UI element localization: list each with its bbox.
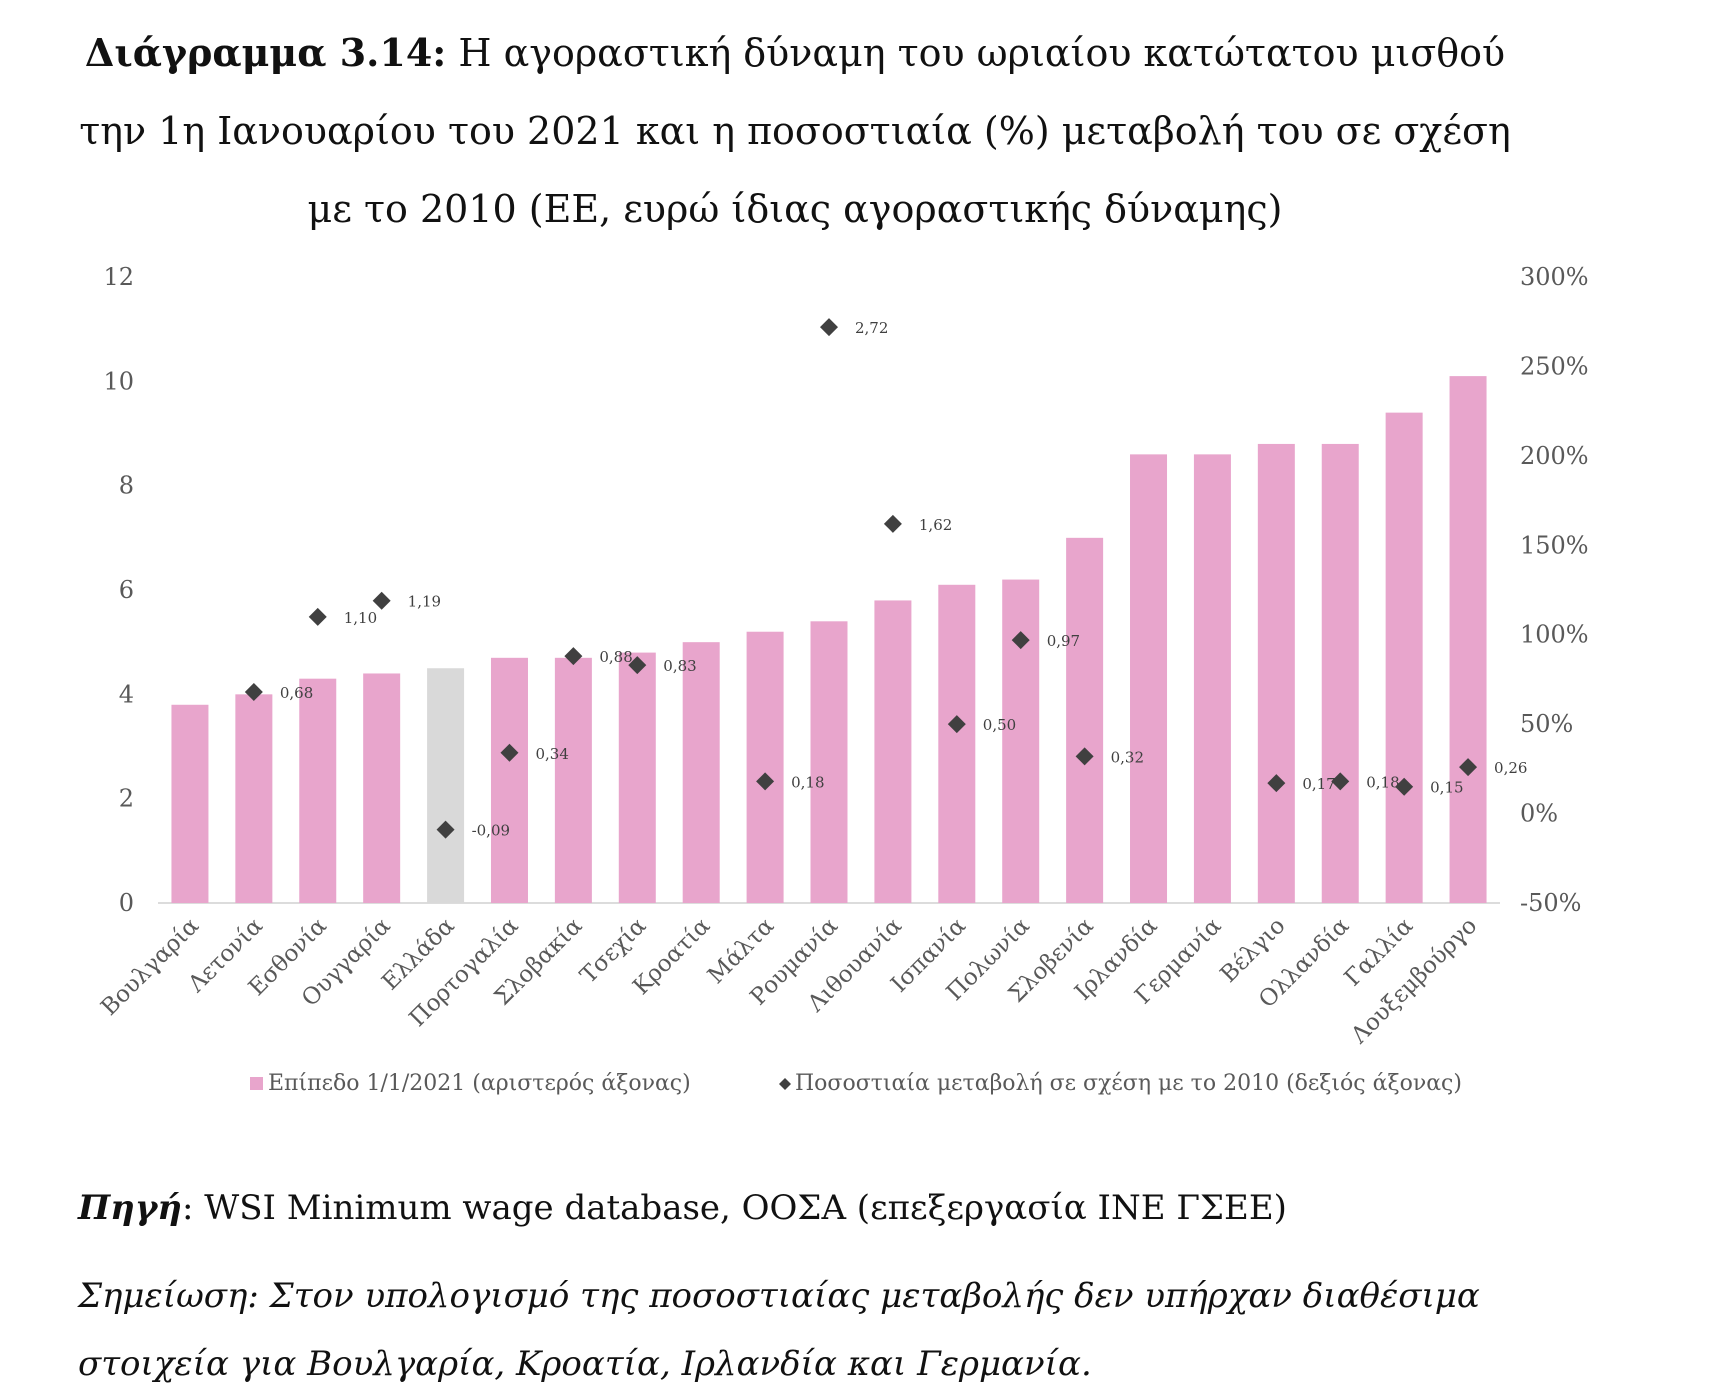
legend-label-bars: Επίπεδο 1/1/2021 (αριστερός άξονας) <box>268 1071 691 1096</box>
bar <box>1257 443 1295 903</box>
diamond-marker <box>1075 747 1094 766</box>
diamond-marker <box>1011 631 1030 650</box>
data-label: 0,34 <box>535 745 568 763</box>
diamond-marker <box>1459 758 1478 777</box>
bar <box>938 584 976 903</box>
chart-title: Διάγραμμα 3.14: Η αγοραστική δύναμη του … <box>60 14 1530 248</box>
data-label: 0,83 <box>663 657 696 675</box>
right-axis-tick-label: 150% <box>1520 531 1589 559</box>
data-label: 0,17 <box>1302 775 1335 793</box>
right-axis-tick-label: 0% <box>1520 800 1558 828</box>
data-label: 1,10 <box>344 609 377 627</box>
left-axis-tick-label: 8 <box>119 472 134 500</box>
data-label: 1,62 <box>919 516 952 534</box>
bar <box>746 631 784 903</box>
bar <box>1066 537 1104 903</box>
bar <box>1130 454 1168 903</box>
right-axis-tick-label: 250% <box>1520 352 1589 380</box>
data-label: 0,18 <box>1366 773 1399 791</box>
diamond-marker <box>1331 772 1350 791</box>
bar <box>235 694 273 903</box>
bar <box>427 668 465 903</box>
diamond-marker <box>436 820 455 839</box>
data-label: 0,32 <box>1111 748 1144 766</box>
data-label: 0,15 <box>1430 779 1463 797</box>
left-axis-tick-label: 0 <box>119 889 134 917</box>
data-label: 0,26 <box>1494 759 1527 777</box>
diamond-marker <box>947 715 966 734</box>
legend-label-markers: Ποσοστιαία μεταβολή σε σχέση με το 2010 … <box>795 1071 1462 1096</box>
figure-caption: Η αγοραστική δύναμη του ωριαίου κατώτατο… <box>79 31 1511 231</box>
diamond-marker <box>372 591 391 610</box>
left-axis-tick-label: 12 <box>103 263 134 291</box>
bar <box>363 673 401 903</box>
data-label: 0,88 <box>599 648 632 666</box>
bar <box>1321 443 1359 903</box>
bar <box>490 657 528 903</box>
data-label: 0,68 <box>280 684 313 702</box>
right-axis-tick-label: 50% <box>1520 710 1573 738</box>
right-axis-tick-label: 200% <box>1520 442 1589 470</box>
diamond-marker <box>1395 777 1414 796</box>
source-text: : WSI Minimum wage database, ΟΟΣΑ (επεξε… <box>182 1188 1287 1228</box>
right-axis-tick-label: 100% <box>1520 621 1589 649</box>
bar <box>299 678 337 903</box>
marker-series: 0,68 1,10 1,19 -0,09 0,34 0,88 0,83 0,18 2,72 1,6… <box>244 318 1527 840</box>
diamond-marker <box>500 743 519 762</box>
legend-swatch-markers <box>779 1078 791 1090</box>
bar <box>810 621 848 903</box>
diamond-marker <box>628 656 647 675</box>
axes: 0 2 4 6 8 10 12 -50% 0% 50% 100% 150% 200% 250% 300% <box>103 263 1588 917</box>
bar <box>874 600 912 903</box>
data-label: 0,97 <box>1047 632 1080 650</box>
data-label: -0,09 <box>472 822 510 840</box>
right-axis-tick-label: -50% <box>1520 889 1581 917</box>
left-axis-tick-label: 2 <box>119 785 134 813</box>
data-label: 0,18 <box>791 773 824 791</box>
bar <box>1385 412 1423 903</box>
category-label: Βουλγαρία <box>96 913 204 1021</box>
bar <box>1002 579 1040 903</box>
figure-number: Διάγραμμα 3.14: <box>84 30 447 75</box>
left-axis-tick-label: 10 <box>103 367 134 395</box>
bar <box>171 704 209 903</box>
diamond-marker <box>883 514 902 533</box>
left-axis-tick-label: 4 <box>119 680 134 708</box>
bar-series <box>171 376 1487 903</box>
bar <box>554 657 592 903</box>
source-line: Πηγή: WSI Minimum wage database, ΟΟΣΑ (ε… <box>78 1188 1287 1228</box>
bar <box>1193 454 1231 903</box>
diamond-marker <box>820 318 838 337</box>
data-label: 2,72 <box>855 319 888 337</box>
source-label: Πηγή <box>78 1188 183 1228</box>
left-axis-tick-label: 6 <box>119 576 134 604</box>
bar <box>1449 376 1487 903</box>
diamond-marker <box>308 607 327 626</box>
diamond-marker <box>756 772 775 791</box>
diamond-marker <box>564 647 583 666</box>
bar <box>618 652 656 903</box>
data-label: 0,50 <box>983 716 1016 734</box>
data-label: 1,19 <box>408 593 441 611</box>
combo-chart: 0 2 4 6 8 10 12 -50% 0% 50% 100% 150% 200% 250% 300% 0… <box>96 263 1588 1096</box>
x-axis-labels: ΒουλγαρίαΛετονίαΕσθονίαΟυγγαρίαΕλλάδαΠορ… <box>96 913 1482 1050</box>
right-axis-tick-label: 300% <box>1520 263 1589 291</box>
bar <box>682 642 720 903</box>
diamond-marker <box>1267 774 1286 793</box>
legend-swatch-bars <box>250 1077 263 1090</box>
diamond-marker <box>244 682 263 701</box>
legend: Επίπεδο 1/1/2021 (αριστερός άξονας) Ποσοσ… <box>250 1071 1462 1096</box>
chart-note: Σημείωση: Στον υπολογισμό της ποσοστιαία… <box>78 1276 1480 1384</box>
